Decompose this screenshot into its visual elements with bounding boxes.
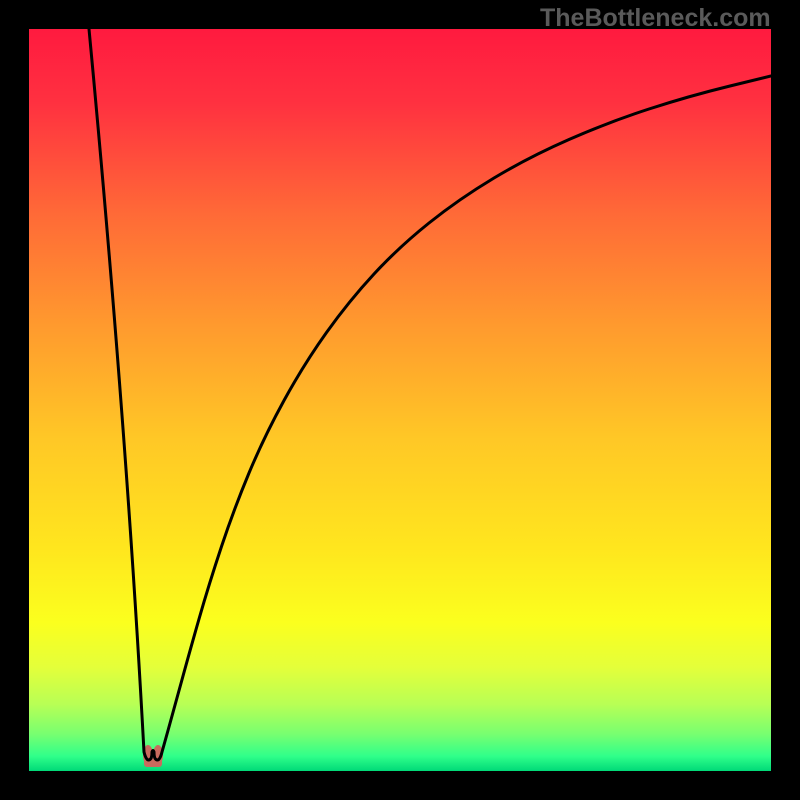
- plot-area: [29, 29, 771, 771]
- gradient-background: [29, 29, 771, 771]
- plot-svg: [29, 29, 771, 771]
- watermark-text: TheBottleneck.com: [540, 4, 771, 33]
